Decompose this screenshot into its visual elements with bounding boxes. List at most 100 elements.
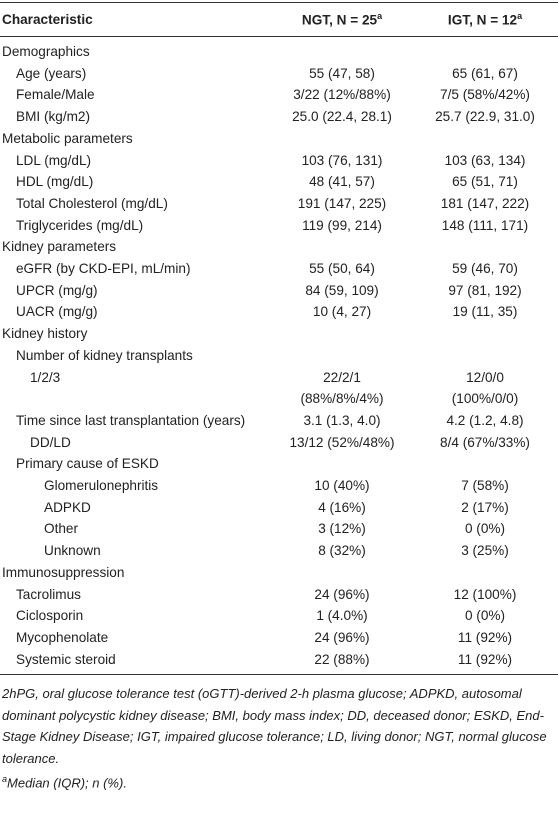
- table-cell: 0 (0%): [412, 605, 558, 627]
- table-row: eGFR (by CKD-EPI, mL/min) 55 (50, 64) 59 (…: [0, 258, 558, 280]
- table-row: Kidney parameters: [0, 236, 558, 258]
- table-cell: Demographics: [0, 37, 272, 63]
- row-label: Demographics: [2, 44, 90, 59]
- table-cell: 3 (25%): [412, 540, 558, 562]
- row-label: Other: [44, 521, 78, 537]
- table-cell: Systemic steroid: [0, 648, 272, 676]
- table-cell: [272, 236, 412, 258]
- table-cell: 97 (81, 192): [412, 280, 558, 302]
- row-label: Number of kidney transplants: [16, 347, 193, 363]
- table-cell: 65 (61, 67): [412, 63, 558, 85]
- cell-value: 24 (96%): [314, 629, 370, 645]
- row-label: Age (years): [16, 65, 87, 81]
- header-row: Characteristic NGT, N = 25a IGT, N = 12a: [0, 2, 558, 37]
- table-row: Other 3 (12%) 0 (0%): [0, 518, 558, 540]
- table-cell: 8 (32%): [272, 540, 412, 562]
- row-label: LDL (mg/dL): [16, 152, 92, 168]
- data-table: Characteristic NGT, N = 25a IGT, N = 12a D…: [0, 2, 558, 676]
- table-cell: 0 (0%): [412, 518, 558, 540]
- header-text: NGT, N = 25: [301, 12, 378, 28]
- row-label: Time since last transplantation (years): [16, 412, 246, 428]
- footnotes: 2hPG, oral glucose tolerance test (oGTT)…: [0, 675, 558, 794]
- row-label: Triglycerides (mg/dL): [16, 217, 144, 233]
- row-label: Tacrolimus: [16, 586, 81, 602]
- table-cell: 19 (11, 35): [412, 301, 558, 323]
- cell-value: 55 (50, 64): [309, 261, 375, 277]
- table-cell: 24 (96%): [272, 627, 412, 649]
- table-row: Ciclosporin 1 (4.0%) 0 (0%): [0, 605, 558, 627]
- cell-value: 65 (61, 67): [452, 65, 518, 81]
- table-row: LDL (mg/dL) 103 (76, 131) 103 (63, 134): [0, 150, 558, 172]
- cell-value: 103 (76, 131): [301, 152, 383, 168]
- table-cell: [272, 323, 412, 345]
- table-cell: 2 (17%): [412, 497, 558, 519]
- table-body: Demographics Age (years) 55 (47, 58) 65 (61…: [0, 37, 558, 676]
- cell-value: 8/4 (67%/33%): [440, 434, 530, 450]
- table-cell: Kidney history: [0, 323, 272, 345]
- cell-value: 13/12 (52%/48%): [289, 434, 395, 450]
- table-cell: Ciclosporin: [0, 605, 272, 627]
- table-cell: [272, 562, 412, 584]
- table-row: Unknown 8 (32%) 3 (25%): [0, 540, 558, 562]
- table-cell: Primary cause of ESKD: [0, 453, 272, 475]
- table-row: Kidney history: [0, 323, 558, 345]
- cell-value: 84 (59, 109): [305, 282, 379, 298]
- table-row: UPCR (mg/g) 84 (59, 109) 97 (81, 192): [0, 280, 558, 302]
- table-row: UACR (mg/g) 10 (4, 27) 19 (11, 35): [0, 301, 558, 323]
- row-label: Ciclosporin: [16, 608, 84, 624]
- cell-value: 8 (32%): [318, 543, 366, 559]
- table-cell: 8/4 (67%/33%): [412, 432, 558, 454]
- table-cell: 119 (99, 214): [272, 215, 412, 237]
- cell-value: 1 (4.0%): [316, 608, 368, 624]
- table-cell: Immunosuppression: [0, 562, 272, 584]
- footnote: 2hPG, oral glucose tolerance test (oGTT)…: [2, 683, 556, 769]
- row-label: Kidney history: [2, 326, 88, 342]
- footnote-sup: a: [2, 774, 8, 785]
- table-cell: Age (years): [0, 63, 272, 85]
- cell-value: 0 (0%): [464, 608, 506, 624]
- cell-value: 3/22 (12%/88%): [293, 87, 391, 103]
- row-label: Glomerulonephritis: [44, 478, 159, 494]
- table-cell: [412, 345, 558, 367]
- row-label: ADPKD: [44, 499, 91, 515]
- cell-value: 65 (51, 71): [452, 174, 518, 190]
- cell-value: 3.1 (1.3, 4.0): [303, 412, 381, 428]
- row-label: DD/LD: [30, 434, 71, 450]
- table-cell: 1 (4.0%): [272, 605, 412, 627]
- table-cell: eGFR (by CKD-EPI, mL/min): [0, 258, 272, 280]
- table-row: Metabolic parameters: [0, 128, 558, 150]
- row-label: Systemic steroid: [16, 651, 116, 667]
- table-cell: 10 (4, 27): [272, 301, 412, 323]
- table-cell: Total Cholesterol (mg/dL): [0, 193, 272, 215]
- row-label: Metabolic parameters: [2, 130, 133, 146]
- table-row: ADPKD 4 (16%) 2 (17%): [0, 497, 558, 519]
- cell-value: 12/0/0 (100%/0/0): [451, 369, 519, 407]
- table-row: Female/Male 3/22 (12%/88%) 7/5 (58%/42%): [0, 84, 558, 106]
- footnote-text: Median (IQR); n (%).: [7, 775, 127, 791]
- cell-value: 55 (47, 58): [309, 65, 375, 81]
- row-label: BMI (kg/m2): [16, 109, 91, 125]
- cell-value: 10 (40%): [314, 478, 370, 494]
- table-cell: 7 (58%): [412, 475, 558, 497]
- table-cell: 7/5 (58%/42%): [412, 84, 558, 106]
- table-cell: BMI (kg/m2): [0, 106, 272, 128]
- table-row: BMI (kg/m2) 25.0 (22.4, 28.1) 25.7 (22.9, …: [0, 106, 558, 128]
- table-row: Demographics: [0, 37, 558, 63]
- table-cell: [272, 128, 412, 150]
- table-row: Glomerulonephritis 10 (40%) 7 (58%): [0, 475, 558, 497]
- row-label: Mycophenolate: [16, 629, 109, 645]
- table-cell: 4.2 (1.2, 4.8): [412, 410, 558, 432]
- table-cell: UACR (mg/g): [0, 301, 272, 323]
- table-cell: 55 (50, 64): [272, 258, 412, 280]
- cell-value: 0 (0%): [464, 521, 506, 537]
- row-label: HDL (mg/dL): [16, 174, 94, 190]
- table-cell: [412, 453, 558, 475]
- row-label: Female/Male: [16, 87, 95, 103]
- table-cell: DD/LD: [0, 432, 272, 454]
- table-cell: 12/0/0 (100%/0/0): [412, 367, 558, 410]
- cell-value: 22/2/1 (88%/8%/4%): [300, 369, 384, 407]
- table-cell: [412, 37, 558, 63]
- table-cell: 3 (12%): [272, 518, 412, 540]
- table-cell: Triglycerides (mg/dL): [0, 215, 272, 237]
